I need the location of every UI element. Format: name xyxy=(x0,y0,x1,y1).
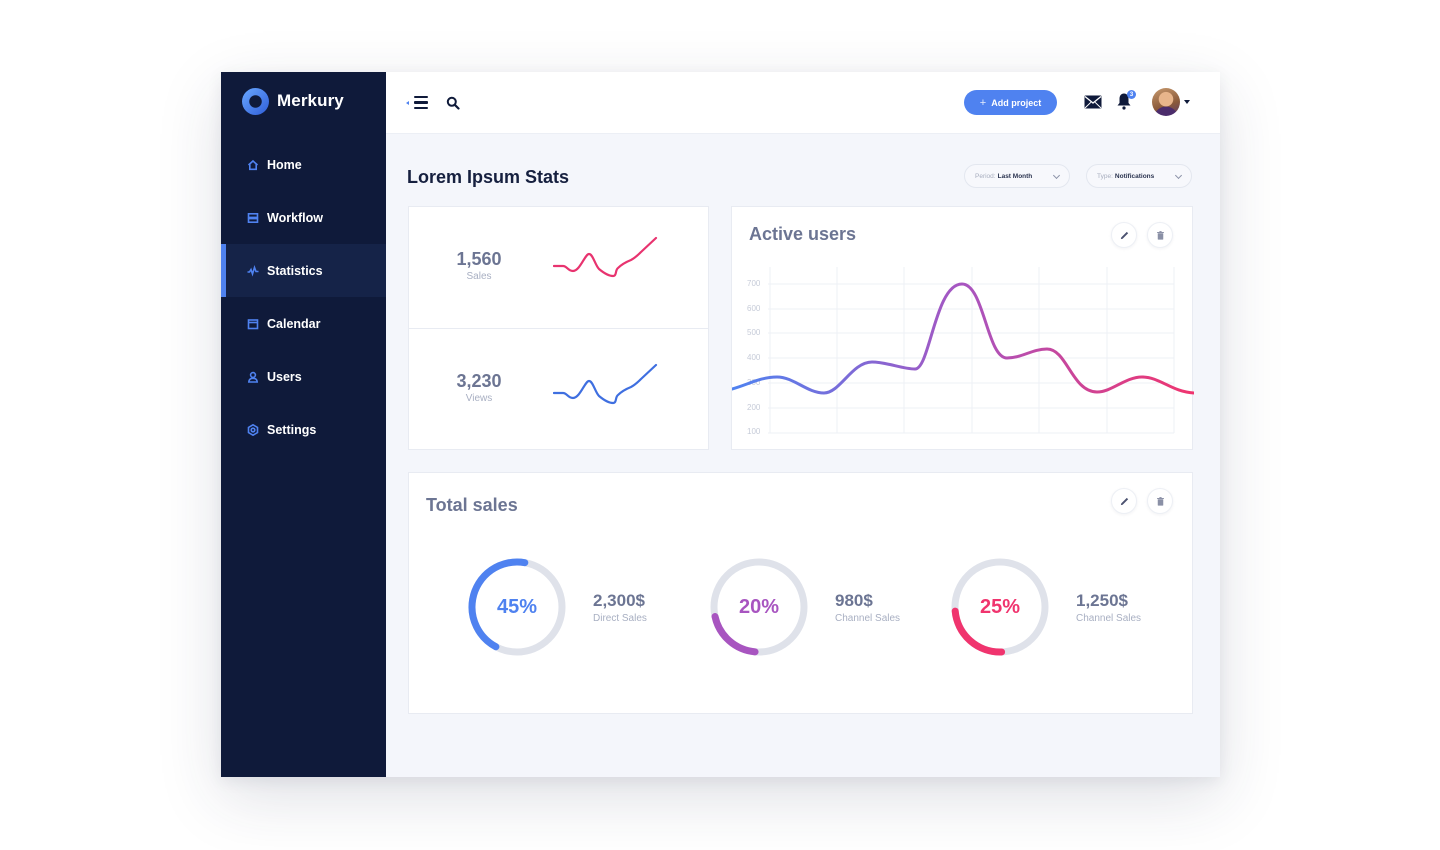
y-tick: 100 xyxy=(747,427,761,436)
workflow-icon xyxy=(247,212,259,224)
y-tick: 400 xyxy=(747,353,761,362)
brand-name: Merkury xyxy=(277,91,344,110)
y-tick: 200 xyxy=(747,403,761,412)
main-content: + Add project 3 Lorem Ipsum Stats Period… xyxy=(386,72,1220,777)
sidebar-item-label: Settings xyxy=(267,422,317,437)
type-filter[interactable]: Type: Notifications xyxy=(1086,164,1192,188)
active-users-chart xyxy=(732,267,1194,434)
donut-percent: 20% xyxy=(738,595,780,618)
home-icon xyxy=(247,159,259,171)
sidebar: Merkury Home Workflow Statistics Calenda… xyxy=(221,72,386,777)
collapse-indicator xyxy=(406,100,409,105)
pencil-icon xyxy=(1120,231,1128,239)
donut-label: Channel Sales xyxy=(835,613,901,624)
period-filter[interactable]: Period: Last Month xyxy=(964,164,1070,188)
sidebar-item-workflow[interactable]: Workflow xyxy=(221,191,386,244)
active-users-card: Active users 700 600 500 400 300 200 100 xyxy=(731,206,1194,450)
user-icon xyxy=(247,371,259,383)
calendar-icon xyxy=(247,318,259,330)
brand-logo-icon xyxy=(242,87,269,115)
sidebar-item-calendar[interactable]: Calendar xyxy=(221,297,386,350)
chevron-down-icon xyxy=(1174,171,1183,180)
active-users-title: Active users xyxy=(749,224,857,244)
y-tick: 600 xyxy=(747,304,761,313)
sidebar-item-label: Users xyxy=(267,369,302,384)
sidebar-item-label: Home xyxy=(267,157,302,172)
y-tick: 700 xyxy=(747,279,761,288)
views-stat: 3,230 Views xyxy=(409,328,708,449)
donut-label: Channel Sales xyxy=(1076,613,1142,624)
sales-stat: 1,560 Sales xyxy=(409,207,708,328)
plus-icon: + xyxy=(979,96,987,109)
y-tick: 500 xyxy=(747,328,761,337)
filter-key: Period: xyxy=(975,172,996,180)
sales-sparkline xyxy=(553,236,658,278)
channel-sales-donut: 20% 980$ Channel Sales xyxy=(709,557,969,657)
edit-button[interactable] xyxy=(1111,222,1137,248)
brand[interactable]: Merkury xyxy=(221,72,386,130)
donut-chart xyxy=(710,558,808,656)
sidebar-item-label: Calendar xyxy=(267,316,321,331)
pencil-icon xyxy=(1120,497,1128,505)
user-avatar[interactable] xyxy=(1152,88,1180,116)
filter-key: Type: xyxy=(1097,172,1113,180)
donut-percent: 25% xyxy=(979,595,1021,618)
mail-icon[interactable] xyxy=(1084,95,1102,109)
views-sparkline xyxy=(553,363,658,405)
donut-amount: 2,300$ xyxy=(593,591,645,610)
statistics-icon xyxy=(247,264,259,277)
app-window: Merkury Home Workflow Statistics Calenda… xyxy=(221,72,1220,777)
sidebar-item-home[interactable]: Home xyxy=(221,138,386,191)
sidebar-item-label: Statistics xyxy=(267,263,323,278)
add-project-button[interactable]: + Add project xyxy=(964,90,1057,115)
page-title: Lorem Ipsum Stats xyxy=(407,167,570,187)
direct-sales-donut: 45% 2,300$ Direct Sales xyxy=(467,557,727,657)
donut-label: Direct Sales xyxy=(593,613,647,624)
filter-value: Notifications xyxy=(1114,172,1155,180)
bell-icon[interactable]: 3 xyxy=(1116,90,1136,110)
views-label: Views xyxy=(465,393,493,404)
menu-icon[interactable] xyxy=(406,95,428,110)
sales-value: 1,560 xyxy=(456,249,502,269)
total-sales-card: Total sales 45% 2,300$ Direct Sales xyxy=(408,472,1193,714)
donut-amount: 1,250$ xyxy=(1076,591,1128,610)
sidebar-item-users[interactable]: Users xyxy=(221,350,386,403)
delete-button[interactable] xyxy=(1147,222,1173,248)
sidebar-item-statistics[interactable]: Statistics xyxy=(221,244,386,297)
sidebar-nav: Home Workflow Statistics Calendar Users … xyxy=(221,138,386,456)
add-project-label: Add project xyxy=(991,97,1042,108)
sales-label: Sales xyxy=(466,271,492,282)
stats-card: 1,560 Sales 3,230 Views xyxy=(408,206,709,450)
trash-icon xyxy=(1156,496,1164,506)
donut-percent: 45% xyxy=(496,595,538,618)
search-icon[interactable] xyxy=(446,96,460,110)
gear-icon xyxy=(247,423,259,436)
sidebar-item-label: Workflow xyxy=(267,210,324,225)
donut-chart xyxy=(468,558,566,656)
sidebar-item-settings[interactable]: Settings xyxy=(221,403,386,456)
chevron-down-icon[interactable] xyxy=(1184,100,1190,104)
edit-button[interactable] xyxy=(1111,488,1137,514)
notification-badge: 3 xyxy=(1127,90,1136,99)
trash-icon xyxy=(1156,230,1164,240)
channel-sales-donut-2: 25% 1,250$ Channel Sales xyxy=(950,557,1210,657)
chevron-down-icon xyxy=(1052,171,1061,180)
topbar: + Add project 3 xyxy=(386,72,1220,134)
total-sales-title: Total sales xyxy=(426,495,518,515)
views-value: 3,230 xyxy=(456,371,502,391)
delete-button[interactable] xyxy=(1147,488,1173,514)
donut-amount: 980$ xyxy=(835,591,873,610)
donut-chart xyxy=(951,558,1049,656)
filter-value: Last Month xyxy=(997,172,1033,180)
